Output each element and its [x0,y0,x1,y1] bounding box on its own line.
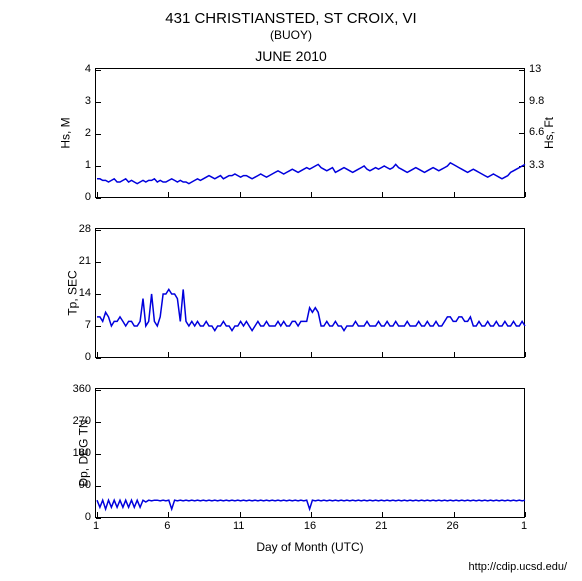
ytick-left: 21 [61,255,91,267]
panel-0: 012343.36.69.813Hs, MHs, Ft [95,68,525,198]
xtick: 1 [521,520,527,532]
plot-area [95,68,525,198]
series-line [96,69,526,199]
ylabel-left: Dp, DEG TN [77,419,91,486]
title-main: 431 CHRISTIANSTED, ST CROIX, VI [0,10,582,27]
series-line [96,229,526,359]
xtick: 6 [164,520,170,532]
xtick: 16 [304,520,316,532]
title-sub: (BUOY) [0,28,582,42]
ytick-left: 1 [61,159,91,171]
xtick: 1 [93,520,99,532]
ytick-left: 28 [61,223,91,235]
ytick-left: 4 [61,63,91,75]
ytick-right: 9.8 [529,95,559,107]
plot-area [95,388,525,518]
title-month: JUNE 2010 [0,48,582,64]
xtick: 21 [375,520,387,532]
xtick: 26 [447,520,459,532]
ytick-left: 360 [61,383,91,395]
ytick-right: 13 [529,63,559,75]
ytick-right: 3.3 [529,159,559,171]
ytick-left: 0 [61,351,91,363]
chart-page: 431 CHRISTIANSTED, ST CROIX, VI (BUOY) J… [0,0,582,581]
ytick-left: 0 [61,191,91,203]
xtick: 11 [233,520,244,532]
footer-url: http://cdip.ucsd.edu/ [469,561,567,573]
xlabel: Day of Month (UTC) [95,540,525,554]
panel-2: 090180270360Dp, DEG TN16111621261Day of … [95,388,525,518]
ylabel-right: Hs, Ft [542,117,556,149]
ytick-left: 3 [61,95,91,107]
ylabel-left: Tp, SEC [66,270,80,315]
plot-area [95,228,525,358]
series-line [96,389,526,519]
ytick-left: 0 [61,511,91,523]
panel-1: 07142128Tp, SEC [95,228,525,358]
ylabel-left: Hs, M [59,117,73,148]
ytick-left: 7 [61,319,91,331]
